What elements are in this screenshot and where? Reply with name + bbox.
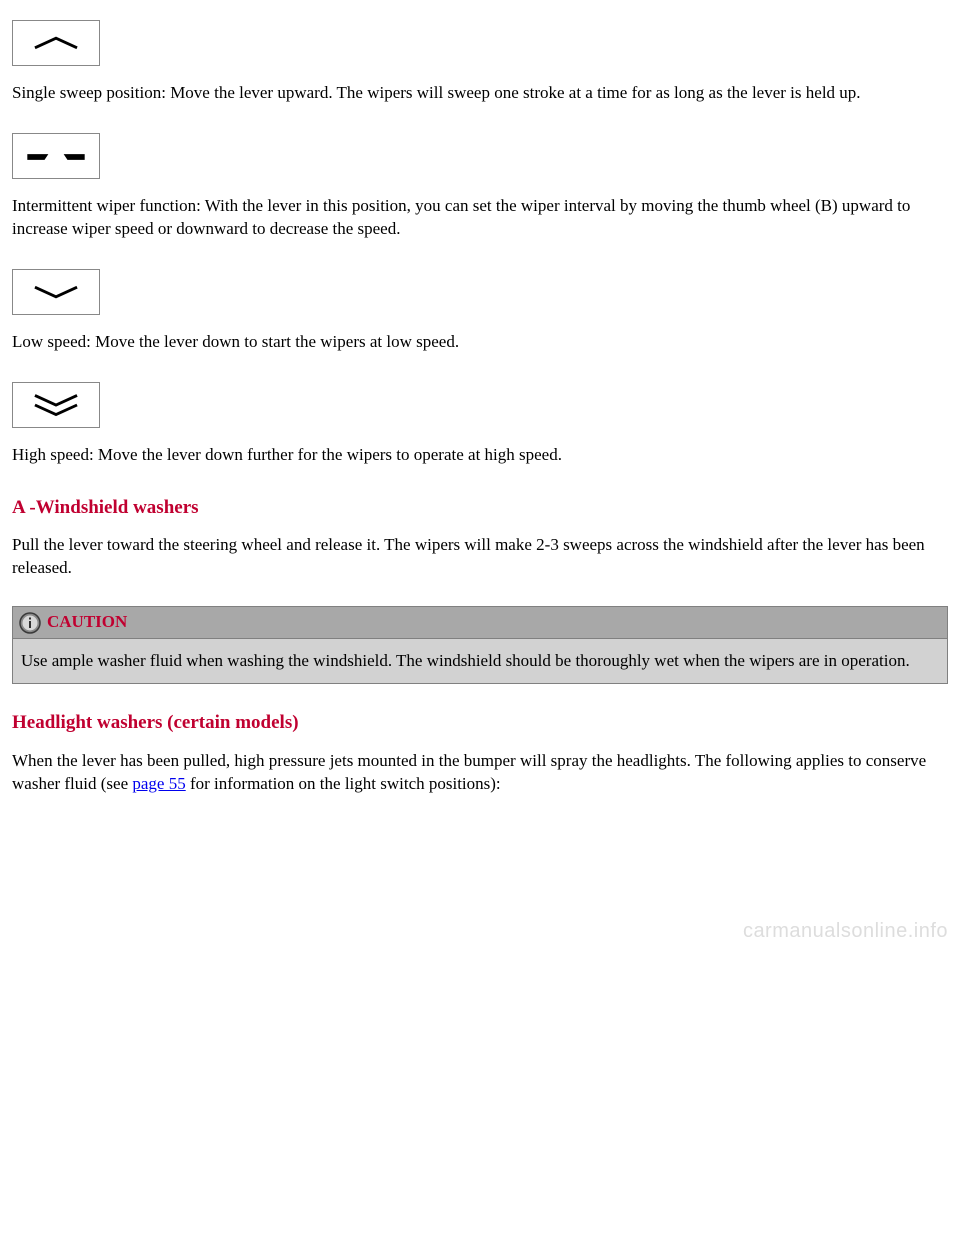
- icon-double-chevron-down: [12, 382, 100, 428]
- caution-header: CAUTION: [12, 606, 948, 639]
- heading-headlight-washers: Headlight washers (certain models): [12, 710, 948, 736]
- desc-low-speed: Low speed: Move the lever down to start …: [12, 331, 932, 354]
- caution-body: Use ample washer fluid when washing the …: [12, 639, 948, 684]
- caution-box: CAUTION Use ample washer fluid when wash…: [12, 606, 948, 684]
- icon-intermittent: [12, 133, 100, 179]
- bottom-spacer: [12, 795, 948, 925]
- desc-high-speed: High speed: Move the lever down further …: [12, 444, 932, 467]
- watermark: carmanualsonline.info: [743, 918, 948, 945]
- body-headlight-washers: When the lever has been pulled, high pre…: [12, 750, 932, 796]
- caution-label: CAUTION: [47, 611, 127, 634]
- info-icon: [19, 612, 41, 634]
- icon-block-high-speed: High speed: Move the lever down further …: [12, 382, 948, 467]
- link-page-55[interactable]: page 55: [132, 774, 185, 793]
- icon-block-intermittent: Intermittent wiper function: With the le…: [12, 133, 948, 241]
- section-headlight-washers: Headlight washers (certain models) When …: [12, 710, 948, 796]
- body-windshield-washers: Pull the lever toward the steering wheel…: [12, 534, 932, 580]
- icon-block-single-sweep: Single sweep position: Move the lever up…: [12, 20, 948, 105]
- desc-single-sweep: Single sweep position: Move the lever up…: [12, 82, 932, 105]
- icon-single-chevron-down: [12, 269, 100, 315]
- heading-windshield-washers: A -Windshield washers: [12, 495, 948, 521]
- headlight-body-after: for information on the light switch posi…: [186, 774, 501, 793]
- desc-intermittent: Intermittent wiper function: With the le…: [12, 195, 932, 241]
- icon-block-low-speed: Low speed: Move the lever down to start …: [12, 269, 948, 354]
- section-windshield-washers: A -Windshield washers Pull the lever tow…: [12, 495, 948, 581]
- icon-single-chevron-up: [12, 20, 100, 66]
